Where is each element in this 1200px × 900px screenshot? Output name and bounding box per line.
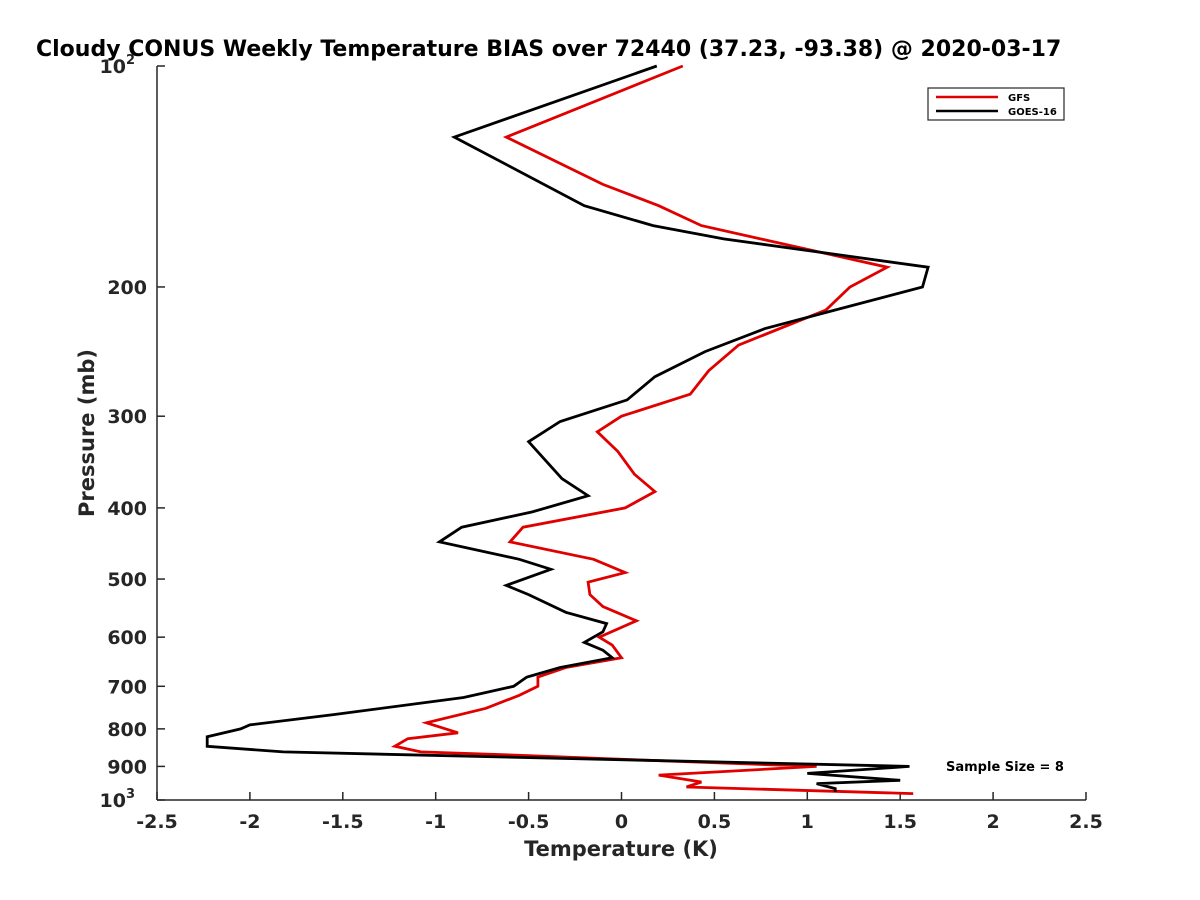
x-tick-label: -2 [239, 811, 260, 833]
y-tick-label: 500 [107, 569, 147, 591]
x-ticks: -2.5 -2 -1.5 -1 -0.5 0 0.5 1 1.5 2 2.5 [136, 792, 1103, 833]
legend-label-goes16: GOES-16 [1008, 107, 1057, 118]
sample-size-annotation: Sample Size = 8 [946, 760, 1064, 775]
x-tick-label: 1.5 [883, 811, 917, 833]
x-tick-label: 2 [986, 811, 999, 833]
x-tick-label: -2.5 [136, 811, 178, 833]
y-tick-label: 600 [107, 627, 147, 649]
series-group [205, 64, 930, 795]
x-tick-label: -0.5 [508, 811, 550, 833]
x-tick-label: 1 [801, 811, 814, 833]
y-tick-label: 200 [107, 277, 147, 299]
y-tick-label: 400 [107, 498, 147, 520]
x-tick-label: 0 [615, 811, 628, 833]
y-tick-label: 300 [107, 406, 147, 428]
x-tick-label: -1.5 [322, 811, 364, 833]
y-axis-label: Pressure (mb) [75, 349, 99, 517]
chart-title: Cloudy CONUS Weekly Temperature BIAS ove… [36, 37, 1061, 62]
x-axis-label: Temperature (K) [524, 837, 718, 861]
legend-label-gfs: GFS [1008, 93, 1030, 104]
legend: GFS GOES-16 [927, 87, 1065, 121]
x-tick-label: -1 [425, 811, 446, 833]
y-tick-exponent: 2 [126, 53, 135, 68]
legend-box [927, 87, 1065, 121]
y-tick-exponent: 3 [126, 787, 135, 802]
x-tick-label: 0.5 [698, 811, 732, 833]
x-tick-label: 2.5 [1069, 811, 1103, 833]
y-tick-label: 700 [107, 676, 147, 698]
series-line-goes16 [205, 64, 930, 792]
y-tick-label: 800 [107, 719, 147, 741]
y-tick-label: 900 [107, 756, 147, 778]
series-line-gfs [390, 64, 914, 795]
